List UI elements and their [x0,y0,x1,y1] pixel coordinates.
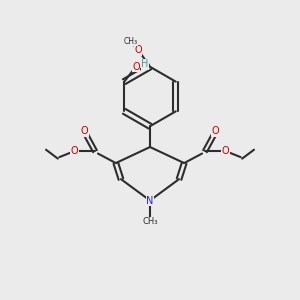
Text: O: O [222,146,230,156]
Text: CH₃: CH₃ [142,217,158,226]
Text: O: O [212,126,219,136]
Text: H: H [141,59,149,69]
Text: O: O [134,45,142,56]
Text: CH₃: CH₃ [124,37,138,46]
Text: N: N [146,196,154,206]
Text: O: O [132,62,140,72]
Text: O: O [81,126,88,136]
Text: O: O [70,146,78,156]
